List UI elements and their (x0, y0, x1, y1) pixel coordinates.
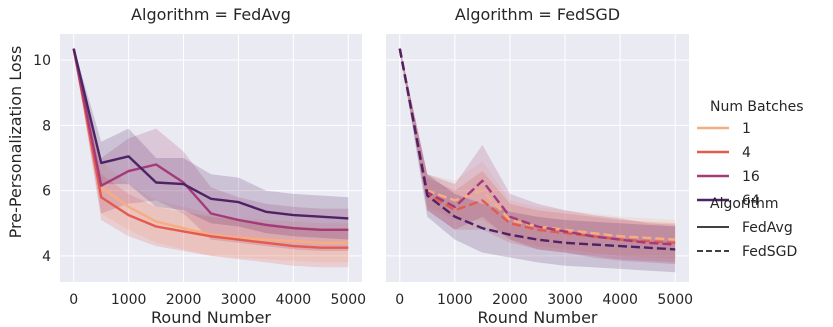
y-tick-label: 10 (33, 53, 51, 69)
y-tick-label: 8 (42, 118, 51, 134)
confidence-band-4 (399, 47, 676, 263)
confidence-band-16 (73, 47, 349, 251)
series-line-1 (398, 48, 676, 241)
y-tick-label: 6 (42, 184, 51, 200)
x-tick-label: 2000 (492, 292, 528, 308)
series-line-64 (72, 48, 349, 220)
legend-title-algorithm: Algorithm (710, 196, 779, 212)
series-line-1 (72, 48, 349, 244)
confidence-band-64 (73, 47, 349, 240)
legend-label-64: 64 (742, 193, 760, 209)
series-line-4 (72, 48, 349, 249)
series-line-64 (398, 48, 676, 251)
x-tick-label: 4000 (276, 292, 312, 308)
y-axis-label: Pre-Personalization Loss (6, 46, 25, 239)
legend-label-fedavg: FedAvg (742, 220, 793, 236)
legend-label-16: 16 (742, 169, 760, 185)
legend-label-4: 4 (742, 145, 751, 161)
x-tick-label: 5000 (330, 292, 366, 308)
panel-title: Algorithm = FedAvg (131, 5, 291, 24)
confidence-band-16 (399, 47, 676, 265)
legend-label-fedsgd: FedSGD (742, 244, 797, 260)
series-line-16 (398, 48, 676, 246)
x-tick-label: 5000 (657, 292, 693, 308)
confidence-band-1 (73, 47, 349, 263)
x-tick-label: 1000 (111, 292, 147, 308)
x-tick-label: 2000 (166, 292, 202, 308)
confidence-band-64 (399, 47, 676, 273)
x-tick-label: 4000 (602, 292, 638, 308)
panels: 0 1000 2000 3000 4000 5000 4 6 8 10 Algorithm = Fe… (33, 5, 693, 327)
x-tick-label: 3000 (547, 292, 583, 308)
panel-1: 0 1000 2000 3000 4000 5000 4 6 8 10 Algorithm = Fe… (33, 5, 366, 327)
x-tick-label: 3000 (221, 292, 257, 308)
x-axis-label: Round Number (478, 308, 598, 327)
panel-title: Algorithm = FedSGD (455, 5, 620, 24)
legend-label-1: 1 (742, 121, 751, 137)
legend-title-num-batches: Num Batches (710, 99, 804, 115)
confidence-band-4 (73, 47, 349, 268)
x-tick-label: 1000 (437, 292, 473, 308)
panel-2: 0 1000 2000 3000 4000 5000 Algorithm = FedSGD R… (386, 5, 693, 327)
x-tick-label: 0 (69, 292, 78, 308)
y-tick-label: 4 (42, 249, 51, 265)
plot-area (60, 34, 362, 282)
series-line-16 (72, 48, 349, 231)
confidence-band-1 (399, 47, 676, 260)
x-axis-label: Round Number (151, 308, 271, 327)
x-tick-label: 0 (395, 292, 404, 308)
